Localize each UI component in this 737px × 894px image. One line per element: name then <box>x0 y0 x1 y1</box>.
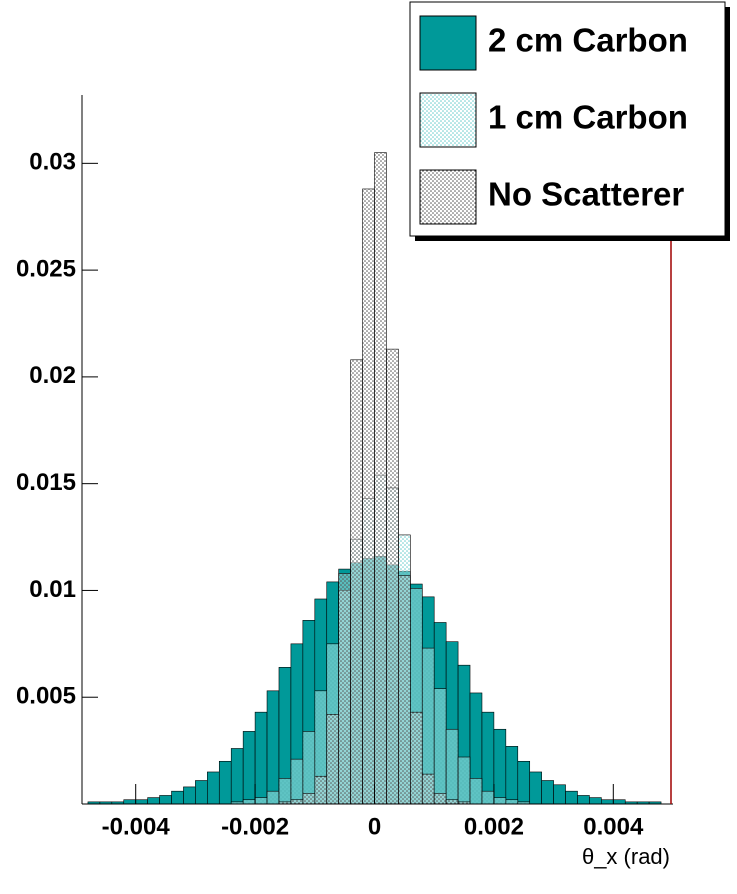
x-tick-label: 0 <box>368 813 381 840</box>
histogram-bar <box>218 760 232 805</box>
histogram-bar <box>290 758 304 805</box>
y-tick-label: 0.025 <box>16 255 76 282</box>
x-tick-label: -0.004 <box>102 813 171 840</box>
histogram-bar <box>445 799 459 805</box>
histogram-bar <box>242 799 256 805</box>
histogram-bar <box>433 688 447 805</box>
histogram-bar <box>159 795 172 805</box>
histogram-bar <box>326 714 339 805</box>
histogram-bar <box>410 711 423 805</box>
histogram-bar <box>290 799 304 805</box>
histogram-bar <box>577 795 590 805</box>
histogram-bar <box>601 799 614 805</box>
legend-swatch <box>419 92 477 148</box>
histogram-bar <box>266 690 280 805</box>
histogram-bar <box>445 728 459 805</box>
histogram-bar <box>565 790 578 805</box>
histogram-bar <box>433 793 447 805</box>
histogram-bar <box>541 780 554 805</box>
histogram-bar <box>171 790 184 805</box>
histogram-bar <box>386 348 399 805</box>
histogram-bar <box>457 756 471 805</box>
y-tick-label: 0.015 <box>16 469 76 496</box>
histogram-bar <box>505 746 519 805</box>
histogram-bar <box>183 786 196 805</box>
histogram-bar <box>589 797 602 805</box>
y-tick-label: 0.01 <box>29 576 76 603</box>
histogram-bar <box>481 711 495 805</box>
legend-swatch <box>419 15 477 71</box>
histogram-bar <box>493 797 507 805</box>
x-axis-label: θ_x (rad) <box>582 844 670 869</box>
histogram-bar <box>529 771 542 805</box>
y-tick-label: 0.02 <box>29 362 76 389</box>
plot-area <box>81 95 673 805</box>
histogram-bar <box>242 731 256 805</box>
histogram-bar <box>266 790 280 805</box>
y-tick-label: 0.005 <box>16 683 76 710</box>
histogram-bar <box>505 799 519 805</box>
histogram-bar <box>254 711 268 805</box>
histogram-bar <box>207 771 220 805</box>
histogram-bar <box>362 188 375 805</box>
histogram-bar <box>278 778 292 805</box>
histogram-bar <box>254 797 268 805</box>
histogram-bar <box>469 778 483 805</box>
histogram-bar <box>612 799 626 805</box>
histogram-bar <box>135 799 148 805</box>
legend-label: 1 cm Carbon <box>488 99 688 136</box>
legend-label: 2 cm Carbon <box>488 22 688 59</box>
histogram-bar <box>493 728 507 805</box>
histogram-bar <box>230 748 244 805</box>
y-tick-label: 0.03 <box>29 149 76 176</box>
histogram-bar <box>421 773 435 805</box>
legend-label: No Scatterer <box>488 176 684 213</box>
histogram-bar <box>302 793 316 805</box>
histogram-bar <box>147 797 160 805</box>
histogram-bar <box>481 790 495 805</box>
histogram-bar <box>398 575 411 805</box>
legend: 2 cm Carbon 1 cm Carbon No Scatterer <box>409 1 730 241</box>
histogram-bar <box>374 152 387 805</box>
histogram-bar <box>517 760 531 805</box>
histogram-bar <box>338 573 351 805</box>
legend-swatch <box>419 169 477 225</box>
x-tick-label: 0.002 <box>464 813 524 840</box>
x-tick-label: 0.004 <box>583 813 644 840</box>
histogram-bar <box>314 775 328 805</box>
histogram-bar <box>553 784 566 805</box>
histogram-bar <box>195 780 208 805</box>
histogram-bar <box>123 799 137 805</box>
histogram-bar <box>350 359 363 805</box>
x-tick-label: -0.002 <box>221 813 289 840</box>
